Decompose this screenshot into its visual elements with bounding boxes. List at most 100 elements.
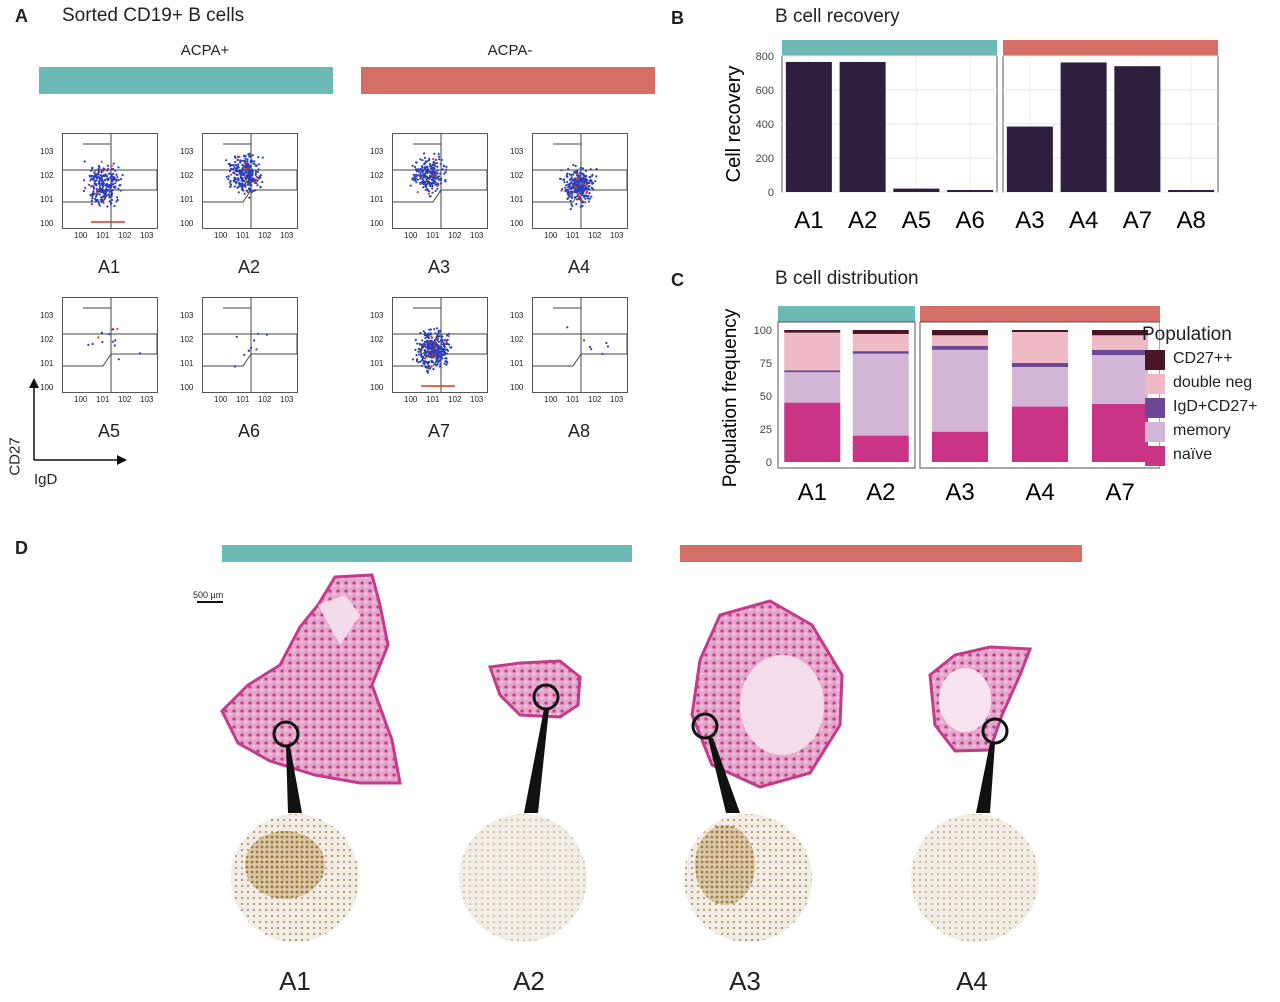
facs-x-tick: 103	[610, 231, 624, 240]
facs-event-dot	[420, 364, 424, 367]
facs-event-dot	[421, 159, 424, 162]
facs-event-dot	[256, 184, 259, 187]
facs-event-dot	[587, 194, 590, 197]
facs-event-dot	[431, 361, 434, 364]
facs-event-dot	[106, 183, 109, 186]
facs-event-dot	[445, 343, 448, 346]
facs-event-dot	[411, 178, 414, 181]
facs-event-dot	[440, 343, 443, 346]
facs-event-dot	[239, 169, 243, 172]
facs-event-dot	[578, 178, 581, 181]
facs-event-dot	[95, 194, 98, 197]
facs-event-dot	[446, 334, 449, 337]
facs-event-dot	[112, 172, 115, 175]
facs-event-dot	[257, 168, 260, 171]
facs-event-dot	[441, 335, 444, 338]
facs-y-tick: 100	[370, 383, 384, 392]
facs-event-dot	[589, 168, 592, 171]
facs-event-dot	[116, 327, 119, 330]
facs-event-dot	[571, 191, 574, 194]
stack-segment	[932, 330, 988, 336]
facs-event-dot	[425, 352, 428, 355]
facs-event-dot	[439, 182, 442, 185]
facs-x-tick: 100	[214, 395, 228, 404]
sample-label-a4: A4	[956, 966, 988, 996]
sample-label-a1: A1	[279, 966, 311, 996]
facs-event-dot	[438, 359, 441, 362]
facs-x-tick: 101	[426, 231, 440, 240]
facs-event-dot	[237, 185, 240, 188]
facs-event-dot	[430, 353, 433, 356]
facs-event-dot	[115, 180, 118, 183]
facs-y-tick: 101	[180, 195, 194, 204]
facs-event-dot	[580, 172, 583, 175]
facs-x-tick: 103	[140, 395, 154, 404]
facs-event-dot	[100, 196, 103, 199]
facs-event-dot	[436, 172, 439, 175]
facs-event-dot	[84, 187, 87, 190]
facs-event-dot	[445, 363, 448, 366]
facet-strip	[778, 306, 915, 322]
facs-event-dot	[242, 184, 245, 187]
facs-event-dot	[229, 167, 233, 171]
facs-event-dot	[581, 204, 584, 208]
facs-event-dot	[234, 156, 237, 159]
facs-gates	[393, 134, 487, 228]
facs-event-dot	[437, 183, 440, 186]
facs-event-dot	[96, 175, 99, 178]
facs-event-dot	[107, 172, 111, 175]
facs-event-dot	[114, 169, 117, 172]
facs-event-dot	[572, 163, 575, 167]
facs-event-dot	[249, 346, 253, 349]
facs-event-dot	[577, 175, 580, 178]
facs-event-dot	[427, 340, 431, 343]
stack-segment	[932, 349, 988, 432]
facs-event-dot	[411, 164, 414, 167]
facs-event-dot	[587, 187, 590, 190]
facs-event-dot	[591, 181, 594, 184]
facs-event-dot	[98, 190, 101, 193]
x-tick-label: A3	[945, 479, 974, 506]
facs-event-dot	[431, 185, 434, 188]
panel-d-label: D	[15, 538, 28, 558]
facs-y-tick: 101	[370, 359, 384, 368]
facs-event-dot	[435, 162, 439, 165]
facs-event-dot	[417, 170, 420, 173]
facs-event-dot	[582, 179, 585, 182]
facs-event-dot	[83, 160, 86, 163]
facs-event-dot	[102, 201, 105, 204]
facs-event-dot	[113, 344, 116, 347]
ihc-zoom-a2	[459, 814, 587, 942]
facs-x-tick: 101	[566, 395, 580, 404]
facs-event-dot	[237, 163, 240, 166]
facs-event-dot	[106, 179, 110, 182]
facs-event-dot	[115, 200, 118, 203]
facs-event-dot	[560, 169, 563, 172]
ihc-zoom-a1	[231, 814, 359, 942]
facs-event-dot	[570, 187, 573, 190]
facs-event-dot	[574, 171, 577, 174]
facs-event-dot	[107, 184, 110, 187]
facs-event-dot	[257, 156, 260, 159]
legend-swatch	[1145, 422, 1165, 442]
stack-segment	[784, 330, 841, 333]
facs-event-dot	[439, 347, 442, 350]
facs-event-dot	[98, 204, 101, 207]
y-tick-label: 200	[756, 153, 774, 165]
facs-event-dot	[571, 204, 574, 208]
facs-event-dot	[90, 199, 93, 202]
facs-event-dot	[238, 181, 241, 184]
facs-event-dot	[576, 170, 579, 173]
legend-item: double neg	[1173, 374, 1253, 391]
facs-event-dot	[585, 182, 589, 185]
facs-event-dot	[590, 179, 593, 182]
facs-event-dot	[576, 188, 579, 191]
facs-event-dot	[235, 163, 238, 167]
facs-y-tick: 101	[40, 359, 54, 368]
facs-event-dot	[432, 167, 435, 170]
facs-event-dot	[413, 165, 417, 168]
facs-event-dot	[579, 205, 582, 208]
facs-event-dot	[109, 202, 113, 205]
facs-event-dot	[432, 174, 435, 177]
facs-event-dot	[590, 348, 593, 351]
